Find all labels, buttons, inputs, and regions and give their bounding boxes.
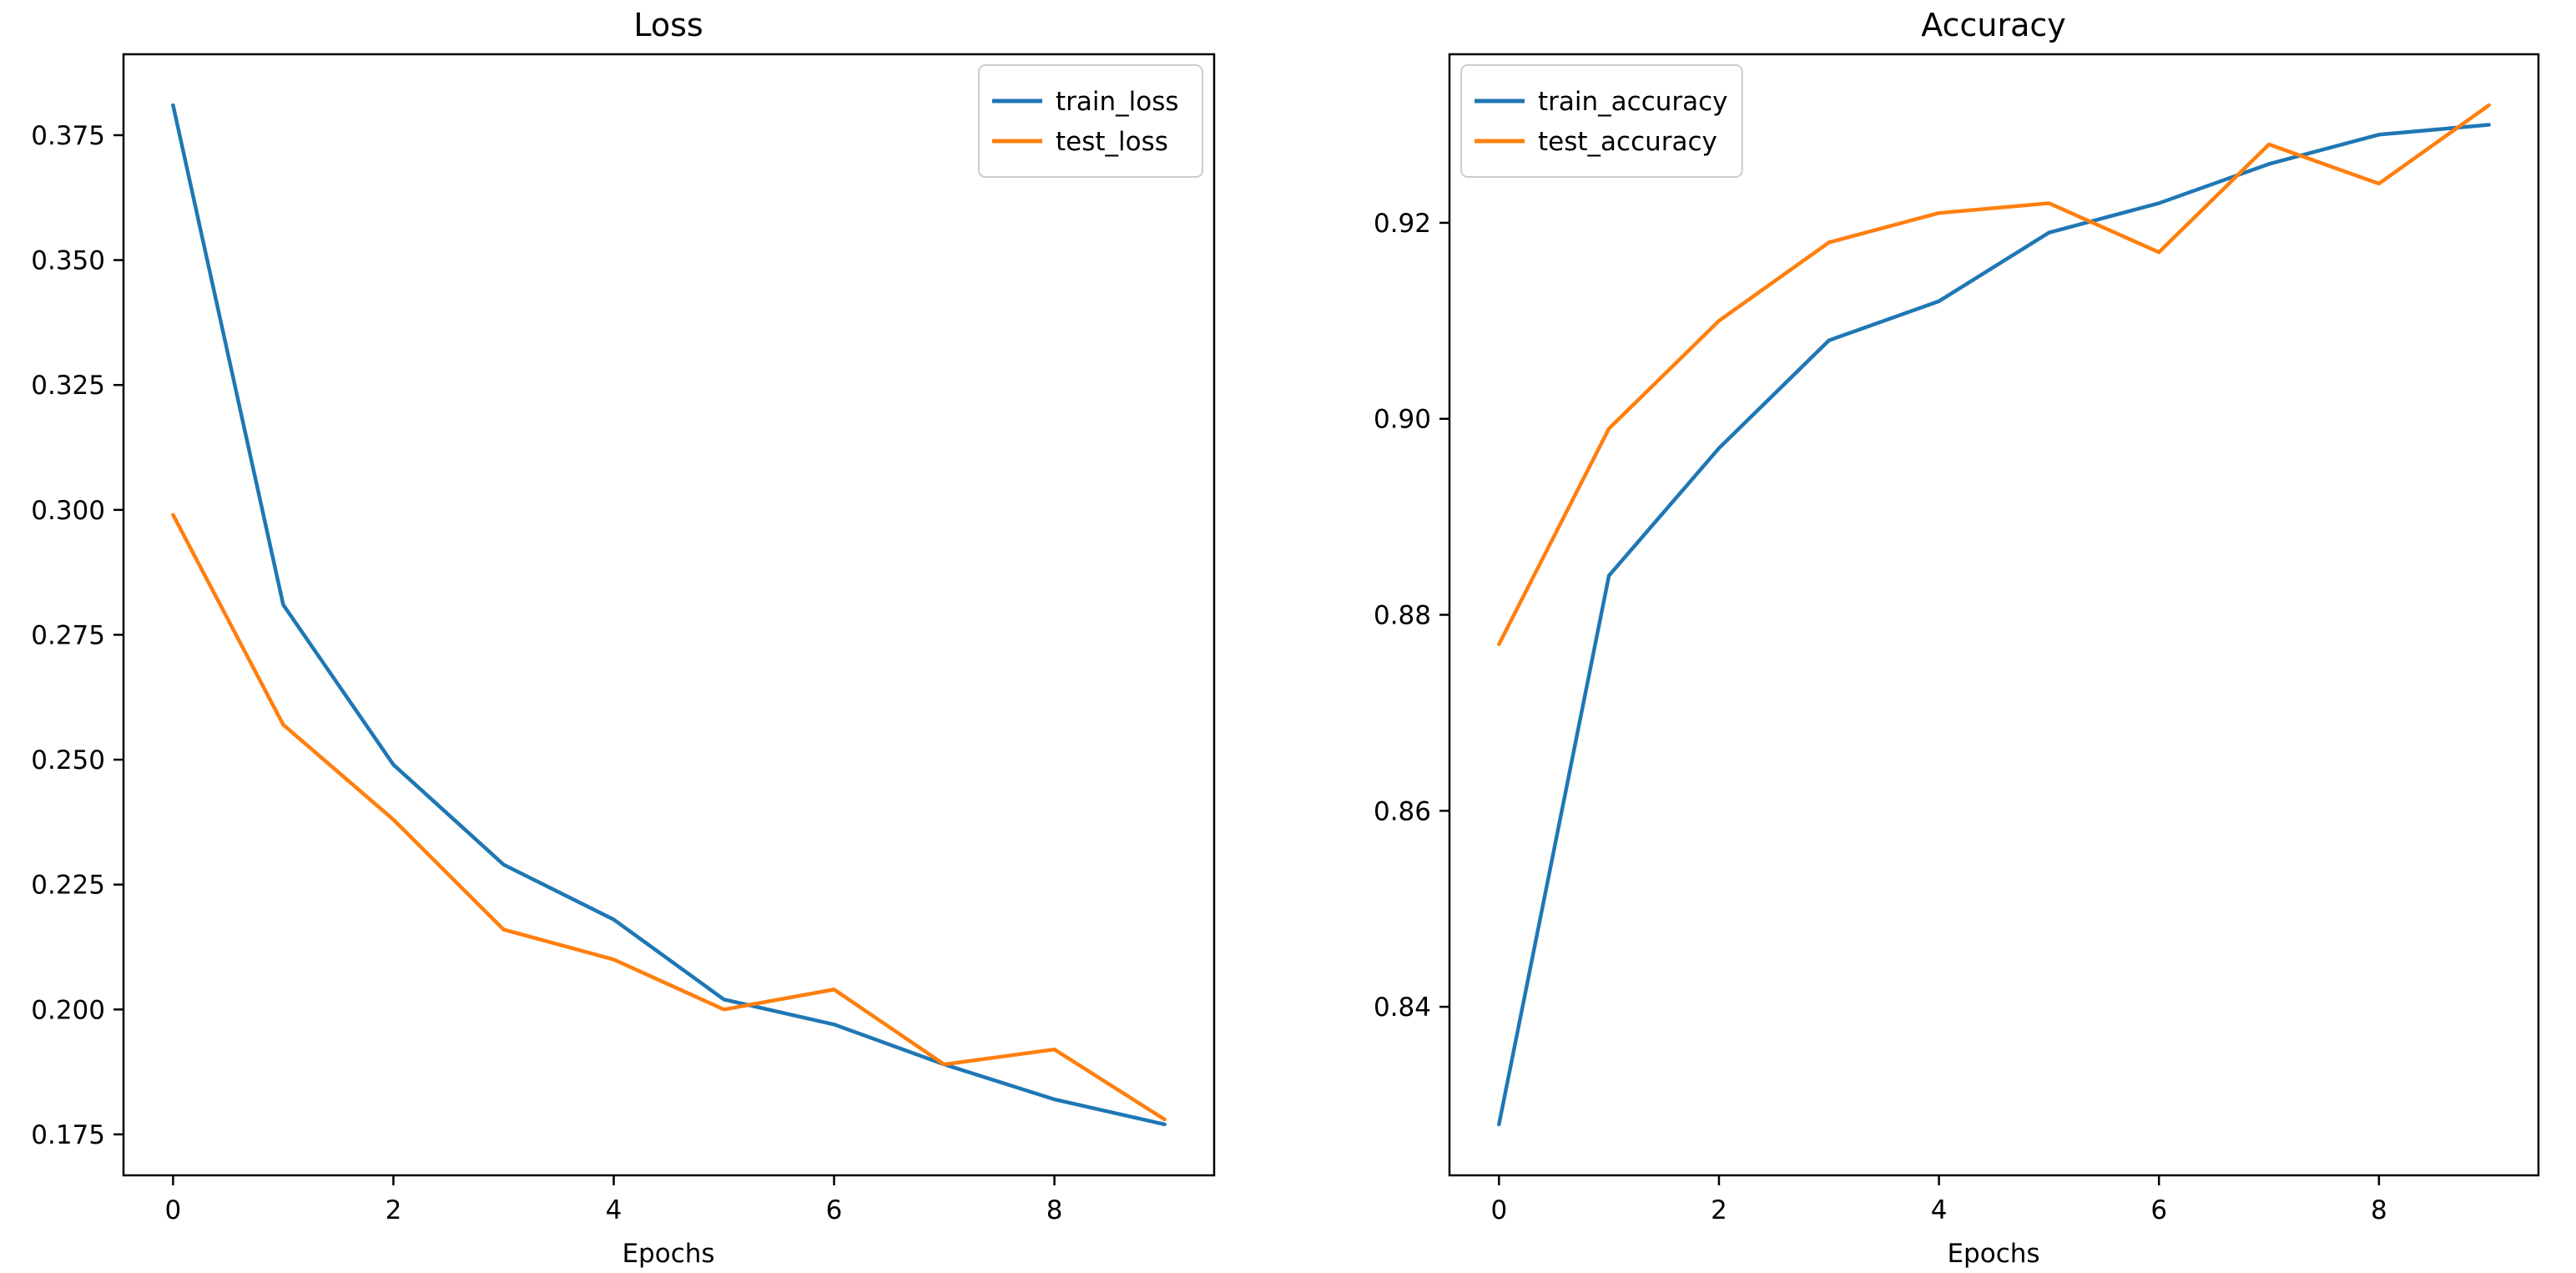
- y-tick-label: 0.300: [31, 496, 105, 526]
- x-tick-label: 0: [1490, 1195, 1507, 1225]
- test_loss-line: [171, 513, 1167, 1122]
- test_accuracy-legend-label: test_accuracy: [1538, 127, 1717, 157]
- y-tick-label: 0.90: [1374, 405, 1431, 435]
- y-tick-label: 0.275: [31, 620, 105, 650]
- train_accuracy-line: [1497, 123, 2491, 1127]
- loss-chart-title: Loss: [633, 7, 703, 43]
- test_loss-legend-label: test_loss: [1056, 127, 1168, 157]
- x-tick-label: 2: [1711, 1195, 1727, 1225]
- y-tick-label: 0.88: [1374, 601, 1431, 631]
- train_loss-line: [171, 103, 1167, 1127]
- axes-border: [122, 53, 1216, 1177]
- x-tick-label: 8: [2371, 1195, 2387, 1225]
- x-tick-label: 6: [2150, 1195, 2167, 1225]
- y-tick-label: 0.225: [31, 871, 105, 901]
- loss-legend: train_loss test_loss: [978, 64, 1203, 178]
- x-tick-label: 4: [1931, 1195, 1948, 1225]
- accuracy-legend: train_accuracy test_accuracy: [1460, 64, 1743, 178]
- y-tick-label: 0.92: [1374, 209, 1431, 239]
- y-tick-label: 0.200: [31, 995, 105, 1025]
- x-tick-label: 2: [386, 1195, 402, 1225]
- y-tick-label: 0.350: [31, 246, 105, 276]
- x-tick-label: 8: [1046, 1195, 1063, 1225]
- y-tick-label: 0.375: [31, 121, 105, 151]
- y-tick-label: 0.86: [1374, 796, 1431, 826]
- y-tick-label: 0.84: [1374, 993, 1431, 1023]
- loss-subplot: 0 2 4 6 8 0.175 0.200 0.225 0.250 0.275 0.300 0.325…: [31, 53, 1216, 1225]
- x-tick-label: 4: [606, 1195, 623, 1225]
- accuracy-subplot: 0 2 4 6 80.840.860.880.900.92train_accuracyt…: [1374, 53, 2540, 1225]
- test_accuracy-line: [1497, 103, 2491, 646]
- legend-box: [978, 64, 1203, 178]
- x-tick-label: 6: [826, 1195, 843, 1225]
- legend-box: [1460, 64, 1743, 178]
- x-tick-label: 0: [165, 1195, 182, 1225]
- y-tick-label: 0.325: [31, 371, 105, 401]
- accuracy-chart-title: Accuracy: [1921, 7, 2066, 43]
- loss-chart-xaxis-label: Epochs: [622, 1239, 715, 1269]
- accuracy-chart-xaxis-label: Epochs: [1947, 1239, 2040, 1269]
- y-tick-label: 0.175: [31, 1120, 105, 1150]
- axes-border: [1448, 53, 2540, 1177]
- y-tick-label: 0.250: [31, 745, 105, 775]
- train_loss-legend-label: train_loss: [1056, 87, 1179, 117]
- train_accuracy-legend-label: train_accuracy: [1538, 87, 1728, 117]
